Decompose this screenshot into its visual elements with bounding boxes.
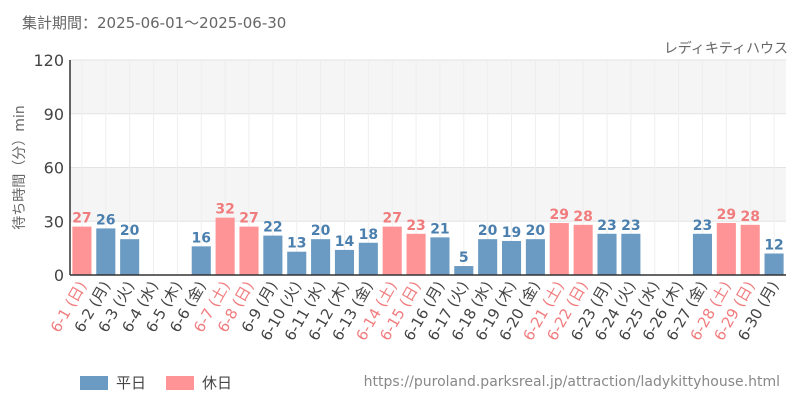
legend-holiday: 休日 bbox=[166, 372, 232, 393]
bar-value-label-13: 27 bbox=[382, 211, 401, 227]
bar-value-label-7: 27 bbox=[239, 211, 258, 227]
bar-value-label-15: 21 bbox=[430, 221, 449, 237]
bar-23 bbox=[621, 233, 641, 275]
shaded-band-1 bbox=[70, 60, 786, 114]
bar-17 bbox=[478, 239, 498, 275]
shaded-band-0 bbox=[70, 167, 786, 222]
bar-8 bbox=[263, 235, 283, 275]
bar-16 bbox=[454, 266, 474, 275]
bar-value-label-26: 23 bbox=[693, 218, 712, 234]
bar-value-label-18: 19 bbox=[502, 225, 521, 241]
bar-12 bbox=[358, 242, 378, 275]
attraction-name: レディキティハウス bbox=[663, 41, 788, 57]
bar-value-label-22: 23 bbox=[597, 218, 616, 234]
bar-29 bbox=[764, 253, 784, 275]
bar-22 bbox=[597, 233, 617, 275]
bar-value-label-19: 20 bbox=[526, 223, 546, 239]
source-url: https://puroland.parksreal.jp/attraction… bbox=[363, 374, 780, 390]
bar-value-label-9: 13 bbox=[287, 236, 306, 252]
bar-6 bbox=[215, 217, 235, 275]
bar-18 bbox=[501, 240, 522, 275]
bar-9 bbox=[287, 251, 307, 275]
bar-27 bbox=[716, 223, 736, 275]
bar-value-label-29: 12 bbox=[764, 238, 783, 254]
bar-value-label-1: 26 bbox=[96, 212, 115, 228]
bar-value-label-28: 28 bbox=[740, 209, 759, 225]
bar-value-label-10: 20 bbox=[311, 223, 331, 239]
bar-value-label-8: 22 bbox=[263, 220, 282, 236]
bar-0 bbox=[72, 226, 92, 275]
bar-value-label-6: 32 bbox=[215, 202, 234, 218]
bar-14 bbox=[406, 233, 426, 275]
bar-value-label-20: 29 bbox=[550, 207, 569, 223]
bar-value-label-27: 29 bbox=[717, 207, 736, 223]
bar-5 bbox=[191, 246, 211, 275]
bar-value-label-12: 18 bbox=[359, 227, 378, 243]
bar-28 bbox=[740, 224, 760, 275]
y-tick-label-120: 120 bbox=[33, 51, 64, 70]
bar-19 bbox=[525, 239, 545, 275]
bar-1 bbox=[96, 228, 116, 275]
bar-7 bbox=[239, 226, 259, 275]
bar-13 bbox=[382, 226, 402, 275]
legend-weekday: 平日 bbox=[80, 372, 146, 393]
bar-2 bbox=[120, 239, 140, 275]
bar-value-label-23: 23 bbox=[621, 218, 640, 234]
period-label: 集計期間：2025-06-01～2025-06-30 bbox=[22, 14, 287, 32]
bar-value-label-11: 14 bbox=[335, 234, 355, 250]
y-tick-label-60: 60 bbox=[44, 159, 64, 178]
legend-weekday-label: 平日 bbox=[116, 374, 147, 392]
bar-value-label-0: 27 bbox=[72, 211, 91, 227]
legend-weekday-swatch bbox=[80, 375, 108, 390]
bar-value-label-16: 5 bbox=[459, 250, 469, 266]
bar-10 bbox=[311, 239, 331, 275]
bar-value-label-5: 16 bbox=[192, 230, 211, 246]
y-axis-label: 待ち時間（分）min bbox=[12, 105, 28, 229]
bar-15 bbox=[430, 237, 450, 275]
bar-value-label-17: 20 bbox=[478, 223, 498, 239]
bar-20 bbox=[549, 223, 569, 275]
bar-11 bbox=[334, 249, 355, 275]
bar-value-label-21: 28 bbox=[573, 209, 592, 225]
y-tick-label-0: 0 bbox=[54, 266, 64, 285]
bar-26 bbox=[692, 233, 713, 275]
y-tick-label-30: 30 bbox=[44, 212, 64, 231]
bar-21 bbox=[573, 224, 593, 275]
bar-value-label-14: 23 bbox=[406, 218, 425, 234]
legend-holiday-swatch bbox=[166, 375, 194, 390]
y-tick-label-90: 90 bbox=[44, 105, 64, 124]
bar-value-label-2: 20 bbox=[120, 223, 140, 239]
legend-holiday-label: 休日 bbox=[202, 374, 233, 392]
